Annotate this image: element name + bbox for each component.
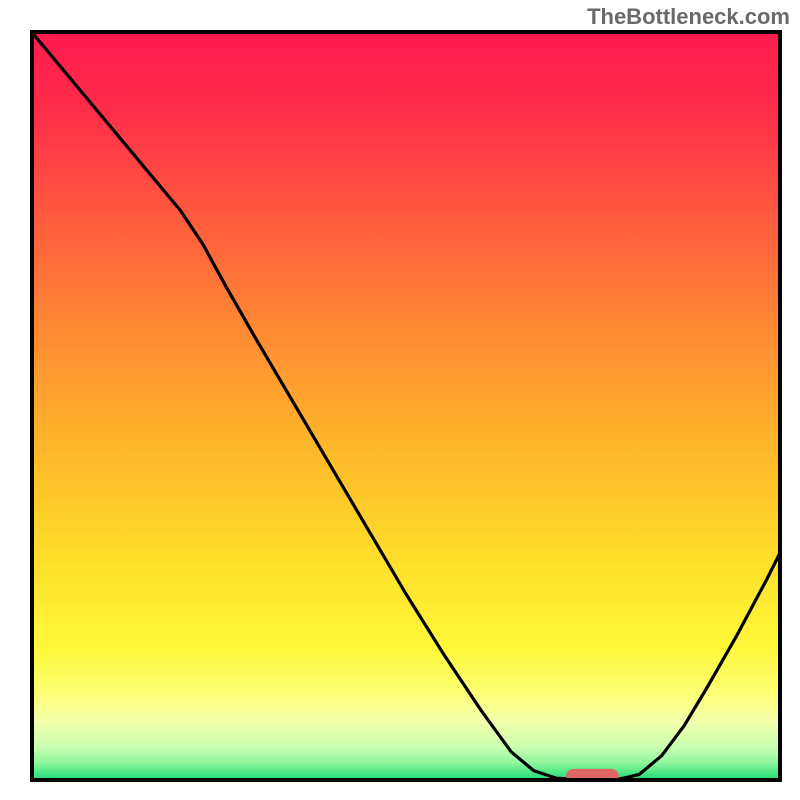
plot-svg: [30, 30, 782, 782]
gradient-background: [30, 30, 782, 782]
plot-area: [30, 30, 782, 782]
chart-container: TheBottleneck.com: [0, 0, 800, 800]
watermark-text: TheBottleneck.com: [587, 4, 790, 30]
